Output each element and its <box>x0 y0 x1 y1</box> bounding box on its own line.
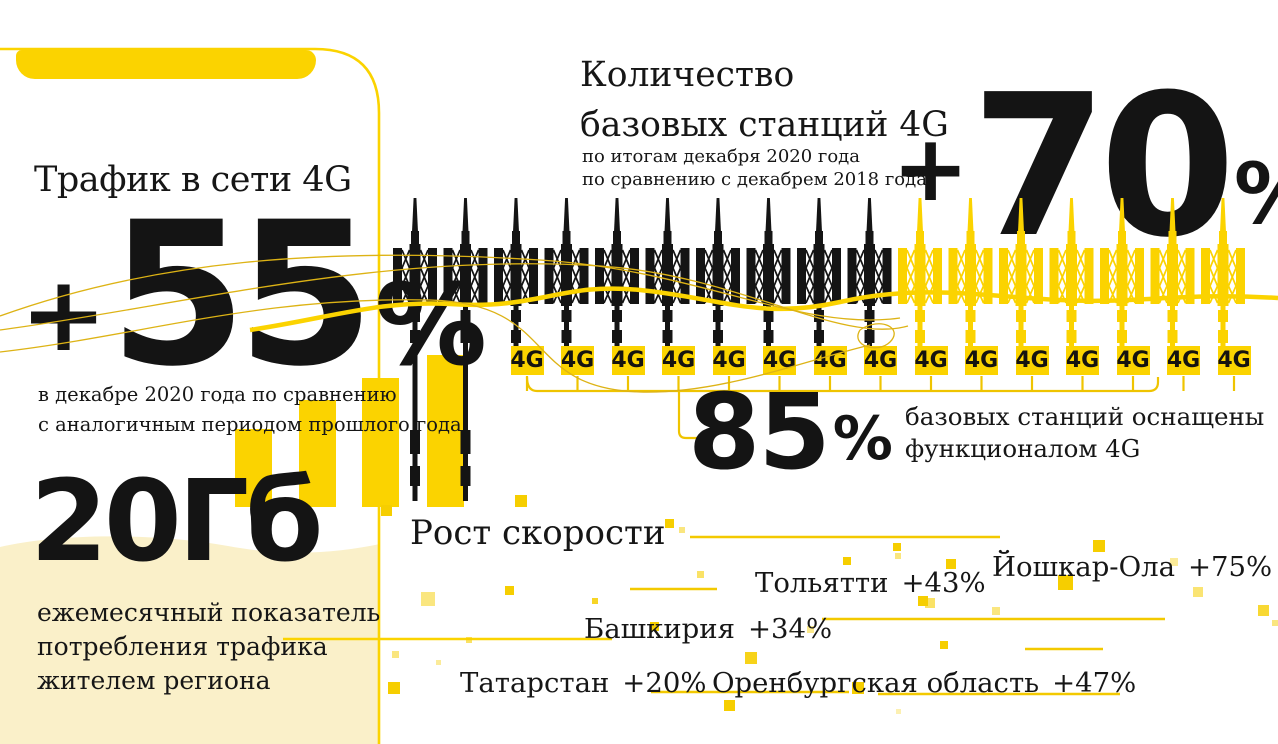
badge-4g: 4G <box>914 346 948 375</box>
cell-tower-icon <box>494 198 538 350</box>
badge-4g: 4G <box>863 346 898 375</box>
speed-item-bashkiria: Башкирия +34% <box>584 613 832 645</box>
city-label: Татарстан <box>460 667 610 699</box>
speed-item-tatarstan: Татарстан +20% <box>460 667 706 699</box>
traffic-value: + 55 % <box>20 179 487 411</box>
plus-sign: + <box>20 252 108 375</box>
volume-caption: ежемесячный показатель потребления трафи… <box>37 598 381 695</box>
percent-sign: % <box>832 404 893 474</box>
equipped-value: 85 % <box>688 371 893 494</box>
city-label: Оренбургская область <box>712 667 1040 699</box>
city-label: Тольятти <box>755 567 889 599</box>
cell-tower-icon <box>595 198 639 350</box>
speed-item-yoshkar-ola: Йошкар-Ола +75% <box>992 551 1272 583</box>
cell-tower-icon <box>696 198 740 350</box>
cell-tower-icon <box>847 198 892 350</box>
badge-4g: 4G <box>510 346 544 375</box>
city-value: +47% <box>1052 667 1137 699</box>
stations-value-number: 70 <box>971 52 1236 281</box>
cell-tower-icon <box>645 198 690 350</box>
equipped-caption: базовых станций оснащены функционалом 4G <box>905 402 1265 463</box>
city-label: Башкирия <box>584 613 735 645</box>
badge-4g: 4G <box>1166 346 1201 375</box>
speed-item-orenburg: Оренбургская область +47% <box>712 667 1136 699</box>
badge-4g: 4G <box>1015 346 1049 375</box>
equipped-value-number: 85 <box>688 371 831 494</box>
badge-4g: 4G <box>964 346 999 375</box>
traffic-caption: в декабре 2020 года по сравнению с анало… <box>38 383 462 436</box>
cell-tower-icon <box>544 198 589 350</box>
stations-title: Количество базовых станций 4G <box>580 55 949 145</box>
yellow-pill-bar <box>16 50 316 79</box>
volume-value: 20Гб <box>30 457 323 587</box>
city-value: +43% <box>901 567 986 599</box>
stations-value: + 70 % <box>892 52 1278 281</box>
badge-4g: 4G <box>1065 346 1100 375</box>
cell-tower-icon <box>746 198 791 350</box>
city-value: +75% <box>1188 551 1273 583</box>
speed-title: Рост скорости <box>410 513 666 553</box>
badge-4g: 4G <box>1217 346 1251 375</box>
city-value: +34% <box>747 613 833 645</box>
badge-4g: 4G <box>560 346 595 375</box>
plus-sign: + <box>892 115 970 223</box>
city-label: Йошкар-Ола <box>992 551 1175 583</box>
speed-item-tolyatti: Тольятти +43% <box>755 567 986 599</box>
badge-4g: 4G <box>611 346 645 375</box>
traffic-value-number: 55 <box>109 179 375 411</box>
city-value: +20% <box>622 667 707 699</box>
percent-sign: % <box>1234 152 1278 236</box>
cell-tower-icon <box>797 198 841 350</box>
percent-sign: % <box>374 260 487 391</box>
badge-4g: 4G <box>1116 346 1150 375</box>
stations-subtitle: по итогам декабря 2020 года по сравнению… <box>582 146 927 190</box>
